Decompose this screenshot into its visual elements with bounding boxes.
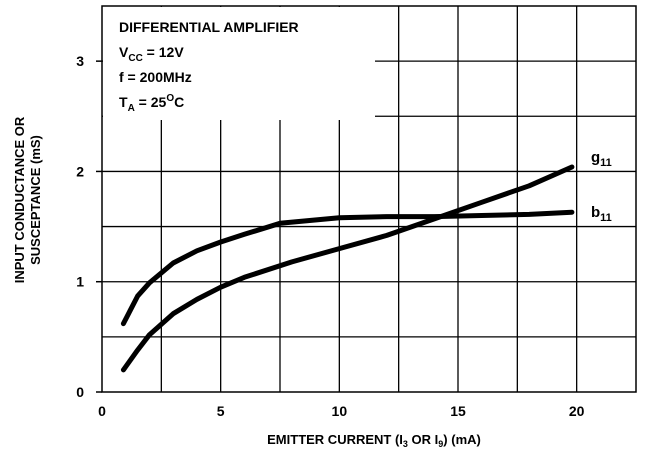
curves bbox=[120, 164, 575, 373]
x-tick-label: 20 bbox=[569, 403, 585, 419]
series-line-b11 bbox=[120, 209, 575, 327]
plot-frame bbox=[101, 5, 637, 393]
y-tick-label: 1 bbox=[76, 274, 84, 290]
temperature-condition: TA = 25OC bbox=[119, 93, 184, 114]
chart-title: DIFFERENTIAL AMPLIFIER bbox=[119, 19, 299, 35]
series-line-g11 bbox=[120, 164, 575, 373]
conditions-box-background bbox=[103, 7, 375, 120]
x-tick-label: 15 bbox=[450, 403, 466, 419]
y-axis-label-line2: SUSCEPTANCE (mS) bbox=[28, 135, 43, 265]
y-tick-labels: 0 1 2 3 bbox=[76, 53, 84, 400]
x-tick-labels: 0 5 10 15 20 bbox=[98, 403, 585, 419]
frequency-condition: f = 200MHz bbox=[119, 69, 192, 85]
y-tick-label: 0 bbox=[76, 384, 84, 400]
x-tick-label: 10 bbox=[332, 403, 348, 419]
y-tick-label: 2 bbox=[76, 163, 84, 179]
x-axis-label: EMITTER CURRENT (I3 OR I9) (mA) bbox=[267, 432, 481, 449]
vcc-condition: VCC = 12V bbox=[119, 44, 184, 64]
label-b11: b11 bbox=[591, 204, 612, 224]
y-axis-label-line1: INPUT CONDUCTANCE OR bbox=[12, 116, 27, 283]
label-g11: g11 bbox=[591, 149, 612, 169]
x-tick-label: 5 bbox=[217, 403, 225, 419]
x-tick-label: 0 bbox=[98, 403, 106, 419]
y-tick-label: 3 bbox=[76, 53, 84, 69]
